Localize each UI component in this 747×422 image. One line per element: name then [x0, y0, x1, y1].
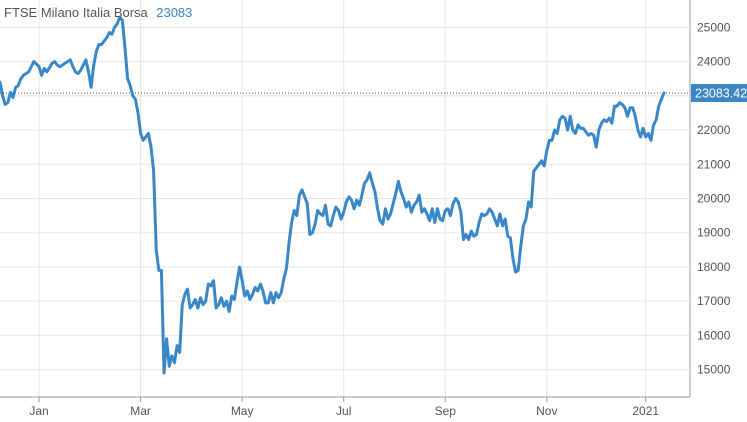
y-tick-label: 16000: [697, 328, 731, 342]
last-value-badge-bg: [691, 83, 747, 102]
series-line: [0, 15, 666, 375]
x-tick-label: 2021: [632, 404, 659, 418]
x-tick-label: Sep: [435, 404, 457, 418]
last-value-label: 23083.42: [695, 86, 747, 100]
y-tick-label: 18000: [697, 260, 731, 274]
y-tick-label: 15000: [697, 363, 731, 377]
last-value-badge: 23083.42: [691, 83, 747, 102]
axes: [0, 0, 691, 398]
y-tick-label: 19000: [697, 226, 731, 240]
y-tick-label: 17000: [697, 294, 731, 308]
x-tick-label: Mar: [130, 404, 151, 418]
y-tick-label: 25000: [697, 20, 731, 34]
x-tick-label: Nov: [536, 404, 557, 418]
chart-title-value: 23083: [156, 5, 192, 20]
y-tick-label: 21000: [697, 157, 731, 171]
x-tick-label: Jul: [336, 404, 351, 418]
x-tick-label: Jan: [29, 404, 48, 418]
x-tick-label: May: [231, 404, 254, 418]
chart-title: FTSE Milano Italia Borsa 23083: [4, 4, 192, 21]
x-tick-labels: Jan Mar May Jul Sep Nov 2021: [29, 404, 659, 418]
y-tick-labels: 15000 16000 17000 18000 19000 20000 21000 22000…: [697, 20, 731, 376]
y-tick-label: 20000: [697, 192, 731, 206]
y-tick-label: 22000: [697, 123, 731, 137]
grid: [0, 0, 690, 402]
chart-title-name: FTSE Milano Italia Borsa: [4, 5, 149, 20]
y-tick-label: 24000: [697, 55, 731, 69]
